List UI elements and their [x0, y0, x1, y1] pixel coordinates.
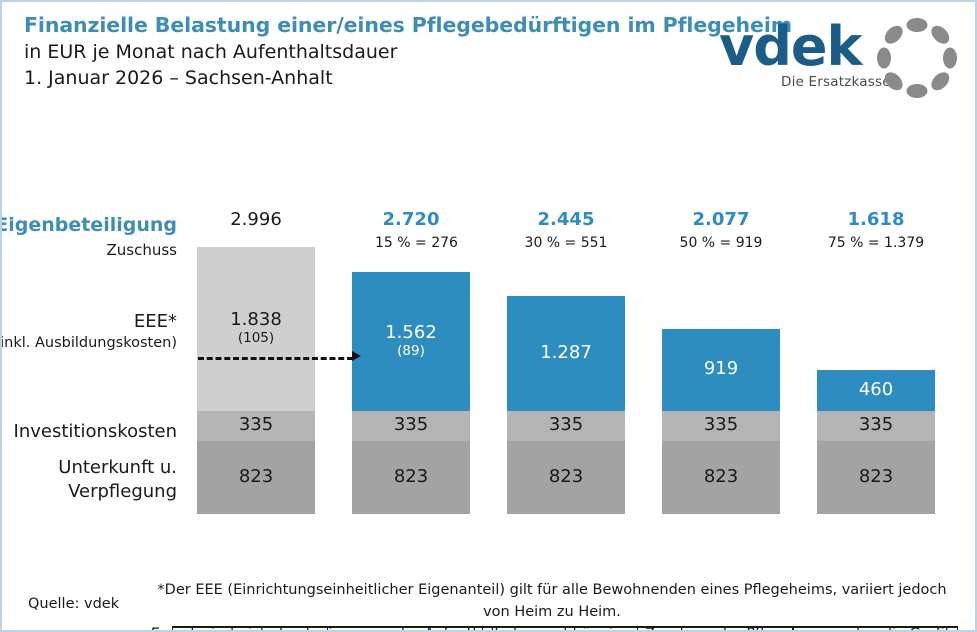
- bar-column: 460 335 823: [817, 370, 935, 514]
- bar-segment-eee-label: 460: [858, 378, 894, 400]
- x-axis-tick: [957, 626, 958, 630]
- bar-segment-investitionskosten: 335: [507, 411, 625, 441]
- bar-segment-investitionskosten: 335: [817, 411, 935, 441]
- bar-total-label: 2.077: [692, 209, 750, 230]
- bar-total-label: 2.720: [382, 209, 440, 230]
- bar-subsidy-label: 75 % = 1.379: [827, 235, 925, 251]
- footnote-line2: Er reduziert sich durch einen von der Au…: [142, 623, 962, 630]
- row-label-zuschuss: Zuschuss: [106, 241, 178, 259]
- bar-segment-unterkunft-verpflegung-label: 823: [858, 465, 894, 487]
- bar-total-label: 2.445: [537, 209, 595, 230]
- row-label-unterkunft-line2: Verpflegung: [68, 481, 177, 502]
- row-label-eee-sub: (inkl. Ausbildungskosten): [0, 335, 177, 351]
- x-axis-tick: [482, 626, 483, 630]
- bar-total-label: 1.618: [847, 209, 905, 230]
- bar-column: 919 335 823: [662, 329, 780, 514]
- zuschuss-connector-line: [198, 357, 353, 360]
- bar-subsidy-label: 30 % = 551: [524, 235, 608, 251]
- logo-ring-icon: [877, 18, 957, 98]
- footnote: *Der EEE (Einrichtungseinheitlicher Eige…: [142, 579, 962, 630]
- bar-segment-eee-label: 919: [703, 358, 739, 379]
- source-label: Quelle: vdek: [28, 596, 120, 612]
- bar-segment-eee: 460: [817, 370, 935, 411]
- x-axis-line: [172, 626, 958, 628]
- bar-segment-investitionskosten: 335: [662, 411, 780, 441]
- bar-segment-investitionskosten-label: 335: [858, 414, 894, 435]
- bar-column: 1.838 (105) 335 823: [197, 247, 315, 514]
- row-label-investitionskosten: Investitionskosten: [13, 421, 177, 442]
- bar-segment-eee-label: 1.287: [540, 341, 592, 363]
- bar-segment-eee-label: 1.562 (89): [385, 321, 437, 359]
- x-axis-tick: [327, 626, 328, 630]
- bar-segment-investitionskosten-label: 335: [393, 414, 429, 435]
- bar-column: 1.562 (89) 335 823: [352, 272, 470, 514]
- bar-segment-unterkunft-verpflegung-label: 823: [393, 465, 429, 487]
- page-subtitle: in EUR je Monat nach Aufenthaltsdauer: [24, 41, 398, 63]
- bar-segment-unterkunft-verpflegung-label: 823: [548, 465, 584, 487]
- title-block: Finanzielle Belastung einer/eines Pflege…: [24, 12, 792, 91]
- footnote-line1: *Der EEE (Einrichtungseinheitlicher Eige…: [157, 582, 947, 620]
- bar-segment-unterkunft-verpflegung-label: 823: [703, 465, 739, 487]
- page-title: Finanzielle Belastung einer/eines Pflege…: [24, 13, 793, 37]
- bar-segment-investitionskosten: 335: [197, 411, 315, 441]
- bar-segment-investitionskosten-label: 335: [703, 414, 739, 435]
- row-label-eigenbeteiligung: Eigenbeteiligung: [0, 214, 177, 236]
- bar-segment-unterkunft-verpflegung: 823: [817, 441, 935, 514]
- x-axis-tick: [637, 626, 638, 630]
- bar-total-label: 2.996: [230, 209, 282, 230]
- page-subtitle-date: 1. Januar 2026 – Sachsen-Anhalt: [24, 67, 333, 89]
- bar-segment-unterkunft-verpflegung: 823: [507, 441, 625, 514]
- bar-segment-unterkunft-verpflegung-label: 823: [238, 465, 274, 487]
- bar-segment-investitionskosten-label: 335: [238, 414, 274, 435]
- bar-segment-eee-label: 1.838 (105): [230, 309, 282, 346]
- x-axis-tick: [792, 626, 793, 630]
- bar-subsidy-label: 15 % = 276: [375, 235, 458, 251]
- vdek-logo: vdek Die Ersatzkassen: [719, 14, 959, 98]
- footer: Quelle: vdek *Der EEE (Einrichtungseinhe…: [2, 574, 975, 630]
- bar-segment-eee: 1.562 (89): [352, 272, 470, 411]
- bar-segment-investitionskosten-label: 335: [548, 414, 584, 435]
- bar-segment-investitionskosten: 335: [352, 411, 470, 441]
- bar-segment-unterkunft-verpflegung: 823: [352, 441, 470, 514]
- bar-subsidy-label: 50 % = 919: [679, 235, 763, 251]
- logo-tagline: Die Ersatzkassen: [781, 74, 900, 90]
- chart-area: Eigenbeteiligung Zuschuss EEE* (inkl. Au…: [0, 114, 975, 630]
- bar-segment-eee: 919: [662, 329, 780, 411]
- logo-wordmark: vdek: [719, 15, 862, 78]
- zuschuss-connector-arrow-icon: [352, 351, 361, 361]
- bar-column: 1.287 335 823: [507, 296, 625, 514]
- bar-segment-unterkunft-verpflegung: 823: [662, 441, 780, 514]
- bar-segment-eee: 1.838 (105): [197, 247, 315, 411]
- bar-segment-eee: 1.287: [507, 296, 625, 411]
- bar-segment-unterkunft-verpflegung: 823: [197, 441, 315, 514]
- header: Finanzielle Belastung einer/eines Pflege…: [2, 2, 975, 114]
- row-label-unterkunft-line1: Unterkunft u.: [58, 457, 177, 478]
- row-label-eee: EEE*: [133, 311, 177, 332]
- x-axis-tick: [172, 626, 173, 630]
